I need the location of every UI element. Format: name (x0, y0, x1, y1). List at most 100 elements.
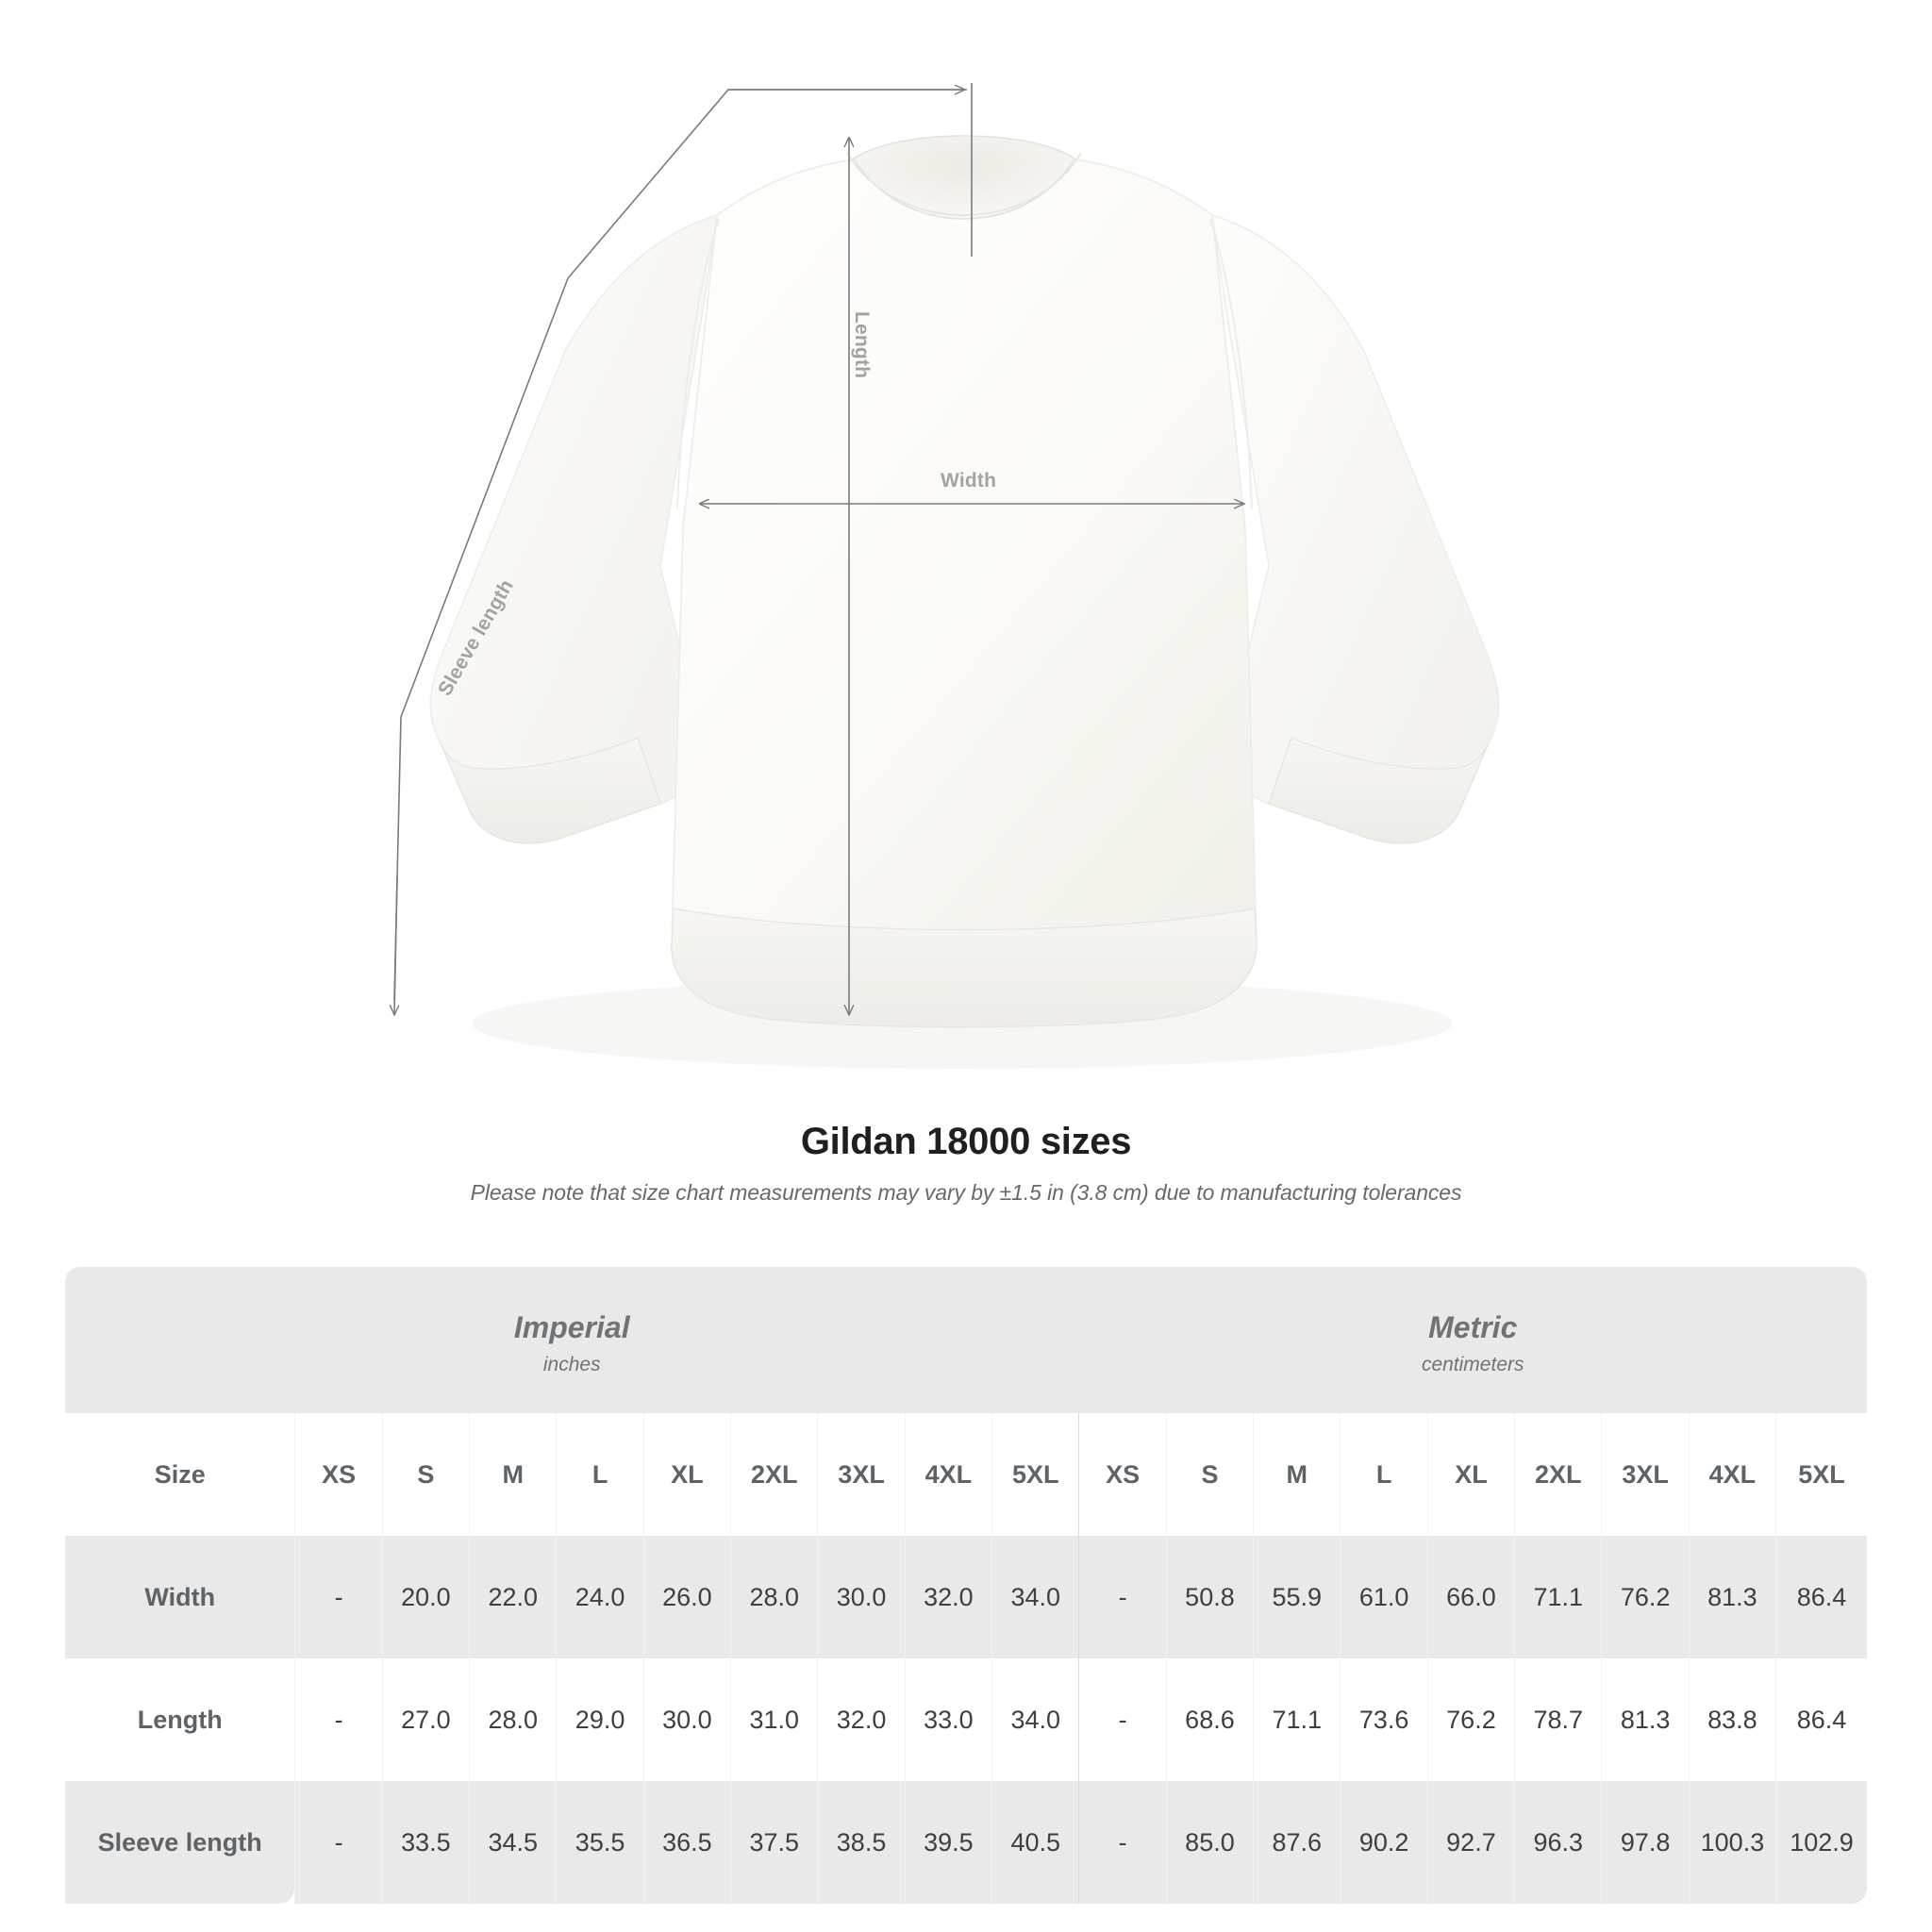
length-imperial-m: 28.0 (469, 1658, 557, 1781)
size-imperial-xs: XS (294, 1413, 382, 1536)
width-imperial-s: 20.0 (381, 1536, 470, 1658)
length-imperial-s: 27.0 (381, 1658, 470, 1781)
size-table-container: Imperial inches Metric centimeters Size … (65, 1267, 1867, 1904)
table-row-length: Length - 27.0 28.0 29.0 30.0 31.0 32.0 3… (65, 1658, 1867, 1781)
width-label: Width (941, 470, 997, 491)
sleeve-imperial-4xl: 39.5 (904, 1781, 992, 1904)
size-metric-2xl: 2XL (1514, 1413, 1602, 1536)
width-metric-3xl: 76.2 (1601, 1536, 1689, 1658)
size-imperial-4xl: 4XL (904, 1413, 992, 1536)
length-metric-5xl: 86.4 (1775, 1658, 1867, 1781)
length-metric-xs: - (1078, 1658, 1166, 1781)
sleeve-imperial-3xl: 38.5 (817, 1781, 905, 1904)
unit-system-metric: Metric centimeters (1078, 1267, 1867, 1413)
sleeve-metric-3xl: 97.8 (1601, 1781, 1689, 1904)
width-imperial-4xl: 32.0 (904, 1536, 992, 1658)
right-cuff (1268, 737, 1489, 844)
right-sleeve (1211, 213, 1500, 844)
sleeve-metric-s: 85.0 (1165, 1781, 1254, 1904)
unit-system-header-row: Imperial inches Metric centimeters (65, 1267, 1867, 1413)
unit-system-imperial: Imperial inches (65, 1267, 1079, 1413)
width-imperial-5xl: 34.0 (991, 1536, 1079, 1658)
left-shoulder-seam (676, 218, 720, 510)
collar-inner-seam (846, 152, 1082, 217)
sleeve-imperial-2xl: 37.5 (730, 1781, 818, 1904)
right-shoulder-seam (1209, 218, 1253, 510)
length-metric-xl: 76.2 (1426, 1658, 1515, 1781)
size-metric-4xl: 4XL (1688, 1413, 1776, 1536)
size-metric-m: M (1253, 1413, 1341, 1536)
row-header-length: Length (65, 1658, 295, 1781)
sleeve-imperial-m: 34.5 (469, 1781, 557, 1904)
sleeve-imperial-s: 33.5 (381, 1781, 470, 1904)
size-imperial-m: M (469, 1413, 557, 1536)
length-imperial-5xl: 34.0 (991, 1658, 1079, 1781)
row-header-size: Size (65, 1413, 295, 1536)
length-metric-2xl: 78.7 (1514, 1658, 1602, 1781)
width-metric-4xl: 81.3 (1688, 1536, 1776, 1658)
size-metric-3xl: 3XL (1601, 1413, 1689, 1536)
sleeve-metric-2xl: 96.3 (1514, 1781, 1602, 1904)
length-label: Length (851, 311, 873, 379)
unit-system-imperial-unit: inches (542, 1353, 601, 1375)
sleeve-metric-5xl: 102.9 (1775, 1781, 1867, 1904)
sleeve-metric-m: 87.6 (1253, 1781, 1341, 1904)
sleeve-imperial-5xl: 40.5 (991, 1781, 1079, 1904)
size-imperial-5xl: 5XL (991, 1413, 1079, 1536)
row-header-width: Width (65, 1536, 295, 1658)
unit-system-metric-unit: centimeters (1421, 1353, 1524, 1375)
width-imperial-l: 24.0 (556, 1536, 643, 1658)
title-block: Gildan 18000 sizes Please note that size… (0, 1121, 1932, 1206)
length-imperial-xs: - (294, 1658, 382, 1781)
left-sleeve (429, 213, 718, 844)
width-metric-m: 55.9 (1253, 1536, 1341, 1658)
width-metric-xs: - (1078, 1536, 1166, 1658)
unit-system-imperial-name: Imperial (513, 1310, 630, 1345)
sleeve-imperial-xl: 36.5 (642, 1781, 731, 1904)
width-imperial-xl: 26.0 (642, 1536, 731, 1658)
sleeve-imperial-xs: - (294, 1781, 382, 1904)
sweatshirt-body (671, 150, 1257, 1028)
unit-system-metric-name: Metric (1428, 1310, 1518, 1345)
size-imperial-s: S (381, 1413, 470, 1536)
sleeve-bottom-arrow (394, 876, 397, 1014)
width-metric-s: 50.8 (1165, 1536, 1254, 1658)
sweatshirt-diagram (0, 83, 1500, 1069)
size-metric-xs: XS (1078, 1413, 1166, 1536)
size-metric-xl: XL (1426, 1413, 1515, 1536)
sleeve-imperial-l: 35.5 (556, 1781, 643, 1904)
table-row-sleeve-length: Sleeve length - 33.5 34.5 35.5 36.5 37.5… (65, 1781, 1867, 1904)
size-table: Imperial inches Metric centimeters Size … (65, 1267, 1867, 1904)
width-imperial-3xl: 30.0 (817, 1536, 905, 1658)
table-row-size-header: Size XS S M L XL 2XL 3XL 4XL 5XL XS S M … (65, 1413, 1867, 1536)
size-metric-l: L (1340, 1413, 1427, 1536)
size-imperial-l: L (556, 1413, 643, 1536)
length-metric-4xl: 83.8 (1688, 1658, 1776, 1781)
width-imperial-m: 22.0 (469, 1536, 557, 1658)
page-subtitle: Please note that size chart measurements… (470, 1180, 1462, 1205)
length-imperial-4xl: 33.0 (904, 1658, 992, 1781)
length-imperial-3xl: 32.0 (817, 1658, 905, 1781)
size-imperial-xl: XL (642, 1413, 731, 1536)
width-imperial-xs: - (294, 1536, 382, 1658)
sleeve-metric-xs: - (1078, 1781, 1166, 1904)
bottom-hem (671, 908, 1257, 1028)
collar-ribbing (852, 135, 1076, 220)
sleeve-metric-l: 90.2 (1340, 1781, 1427, 1904)
page-title: Gildan 18000 sizes (800, 1121, 1132, 1162)
length-imperial-l: 29.0 (556, 1658, 643, 1781)
left-cuff (441, 737, 661, 844)
length-imperial-2xl: 31.0 (730, 1658, 818, 1781)
size-metric-5xl: 5XL (1775, 1413, 1867, 1536)
width-metric-2xl: 71.1 (1514, 1536, 1602, 1658)
width-imperial-2xl: 28.0 (730, 1536, 818, 1658)
length-metric-l: 73.6 (1340, 1658, 1427, 1781)
length-imperial-xl: 30.0 (642, 1658, 731, 1781)
table-row-width: Width - 20.0 22.0 24.0 26.0 28.0 30.0 32… (65, 1536, 1867, 1658)
width-metric-xl: 66.0 (1426, 1536, 1515, 1658)
length-metric-s: 68.6 (1165, 1658, 1254, 1781)
width-metric-5xl: 86.4 (1775, 1536, 1867, 1658)
garment-illustration: Length Width Sleeve length (0, 83, 1500, 1069)
sleeve-metric-4xl: 100.3 (1688, 1781, 1776, 1904)
